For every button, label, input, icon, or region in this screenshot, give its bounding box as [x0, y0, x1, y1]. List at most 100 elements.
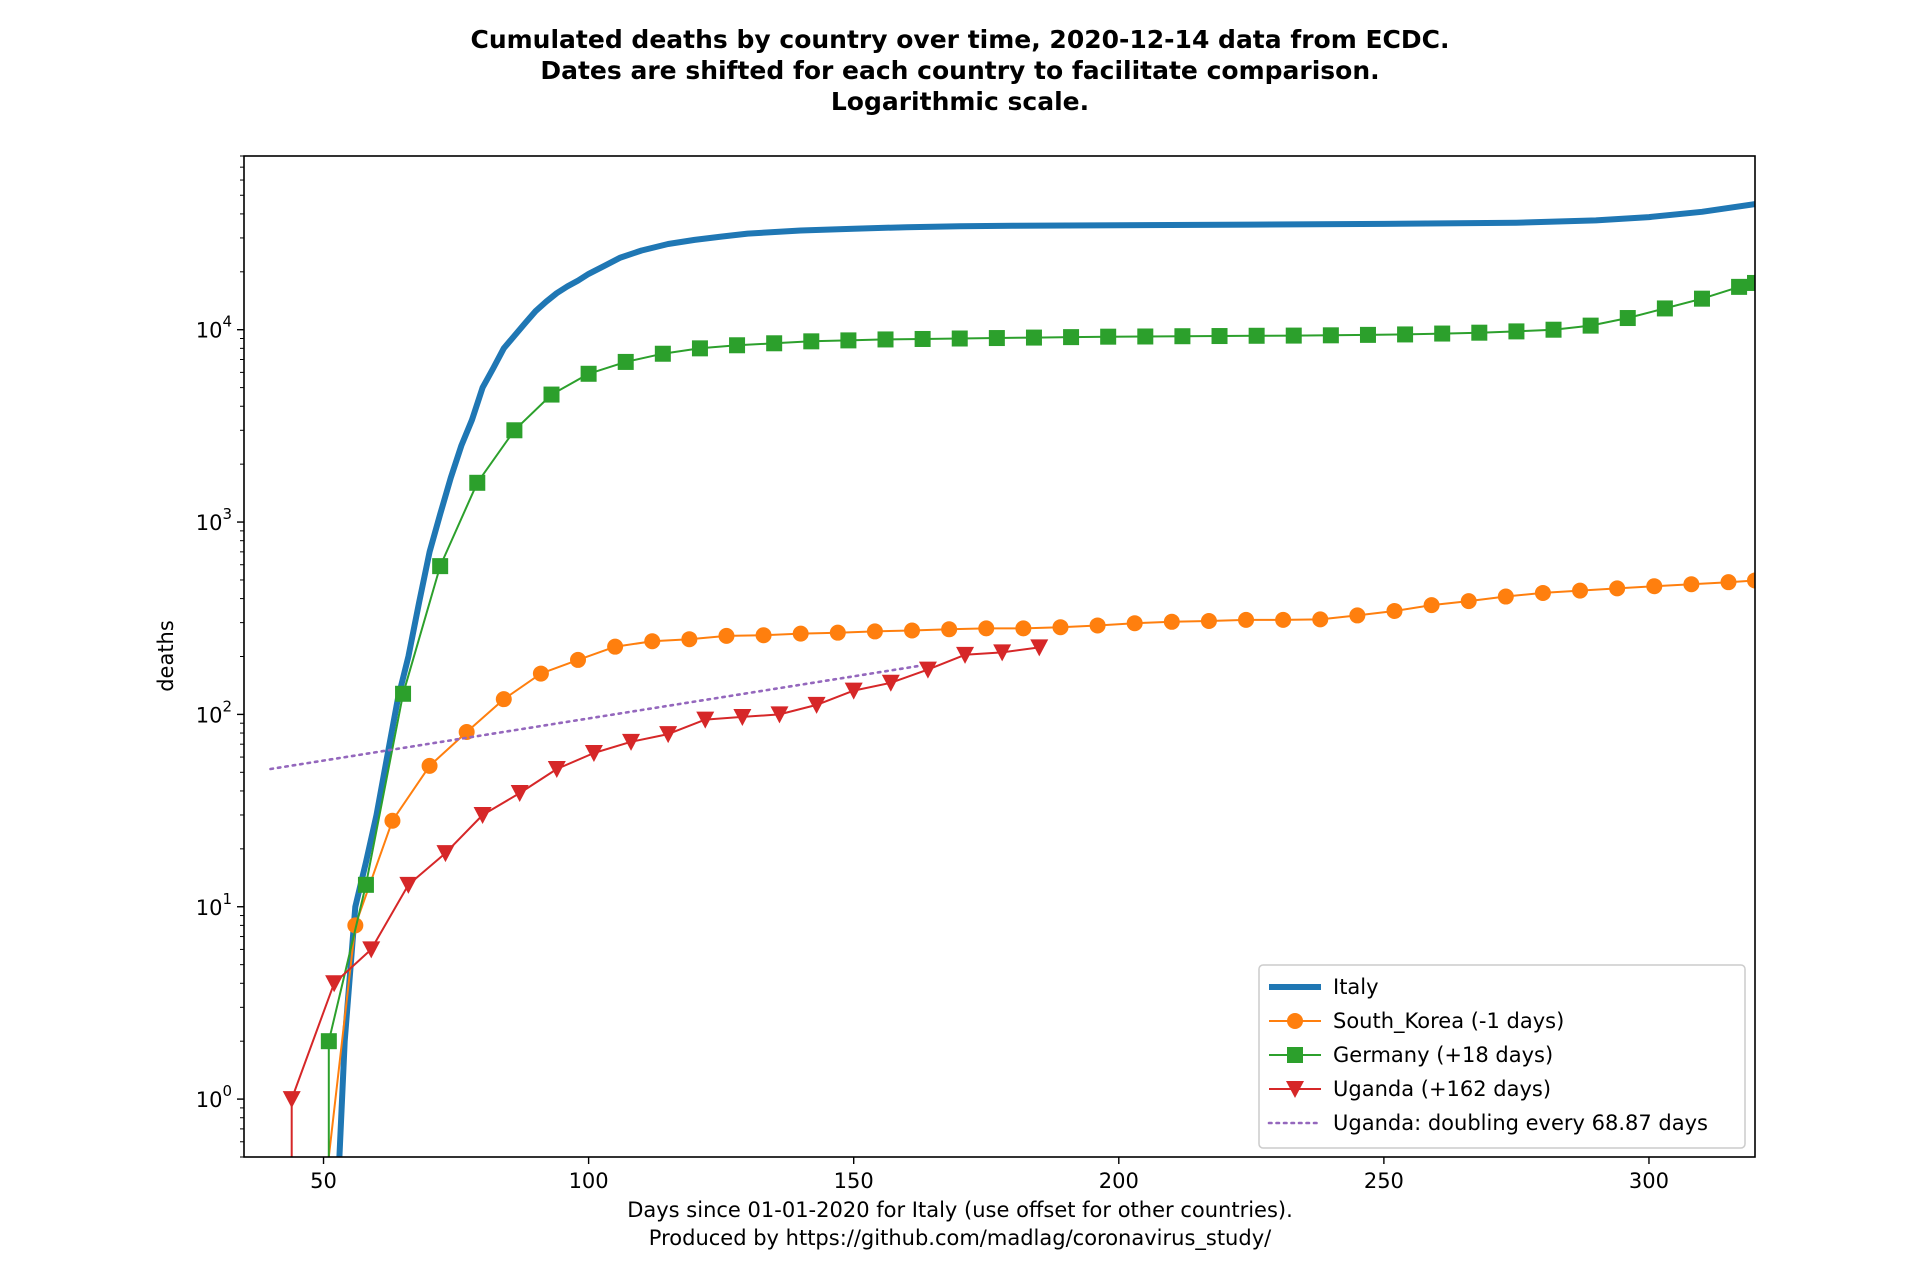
data-point-2: [951, 330, 968, 347]
data-point-3: [844, 682, 863, 700]
data-point-2: [1693, 290, 1710, 307]
data-point-2: [766, 335, 783, 352]
data-point-1: [1386, 602, 1403, 619]
legend-entry-label: Germany (+18 days): [1333, 1043, 1553, 1067]
data-point-1: [1015, 620, 1032, 637]
data-point-3: [770, 706, 789, 724]
data-point-1: [718, 627, 735, 644]
legend: Italy South_Korea (-1 days) Germany (+18 d…: [1258, 964, 1746, 1149]
y-tick-label: 100: [196, 1082, 232, 1112]
data-point-2: [580, 365, 597, 382]
x-axis-label-line-2: Produced by https://github.com/madlag/co…: [648, 1226, 1272, 1250]
data-point-2: [1508, 323, 1525, 340]
data-point-3: [733, 708, 752, 726]
data-point-1: [1720, 574, 1737, 591]
data-point-1: [1089, 617, 1106, 634]
data-point-1: [1423, 597, 1440, 614]
data-point-1: [1497, 588, 1514, 605]
x-tick-label: 150: [834, 1169, 874, 1193]
legend-box: [1258, 964, 1746, 1149]
data-point-1: [941, 621, 958, 638]
data-point-1: [495, 691, 512, 708]
data-point-2: [432, 558, 449, 575]
data-point-3: [696, 711, 715, 729]
data-point-2: [617, 353, 634, 370]
data-point-2: [729, 337, 746, 354]
data-point-1: [681, 631, 698, 648]
data-point-1: [421, 757, 438, 774]
data-point-2: [1063, 329, 1080, 346]
data-point-3: [659, 726, 678, 744]
data-point-1: [570, 651, 587, 668]
series-layer: [269, 201, 1755, 1157]
y-tick-label: 101: [196, 890, 232, 920]
legend-entry-label: Italy: [1333, 975, 1379, 999]
legend-marker-2: [1287, 1047, 1303, 1063]
data-point-2: [1248, 327, 1265, 344]
data-point-2: [691, 340, 708, 357]
x-axis-label: Days since 01-01-2020 for Italy (use off…: [0, 1196, 1920, 1252]
data-point-2: [1731, 278, 1748, 295]
data-point-2: [988, 330, 1005, 347]
data-point-1: [829, 624, 846, 641]
data-point-3: [622, 733, 641, 751]
data-point-1: [1349, 607, 1366, 624]
data-point-1: [1609, 580, 1626, 597]
legend-entry-label: Uganda (+162 days): [1333, 1077, 1551, 1101]
y-tick-label: 102: [196, 697, 232, 727]
data-point-2: [1747, 274, 1755, 291]
y-tick-label: 103: [196, 505, 232, 535]
data-point-2: [1359, 326, 1376, 343]
data-point-2: [654, 345, 671, 362]
data-point-2: [840, 332, 857, 349]
data-point-2: [1025, 329, 1042, 346]
data-point-3: [956, 646, 975, 664]
data-point-1: [1200, 612, 1217, 629]
y-tick-label: 104: [196, 313, 232, 343]
data-point-2: [506, 422, 523, 439]
data-point-1: [1126, 615, 1143, 632]
data-point-3: [473, 806, 492, 824]
data-point-1: [904, 622, 921, 639]
data-point-3: [584, 744, 603, 762]
legend-marker-3: [1286, 1081, 1304, 1098]
data-point-3: [436, 845, 455, 863]
data-point-1: [978, 620, 995, 637]
data-point-3: [282, 1091, 301, 1109]
data-point-1: [1238, 611, 1255, 628]
data-point-2: [1285, 327, 1302, 344]
data-point-1: [1683, 576, 1700, 593]
legend-marker-1: [1287, 1013, 1303, 1029]
chart-title-line-1: Cumulated deaths by country over time, 2…: [470, 25, 1450, 54]
data-point-2: [320, 1033, 337, 1050]
data-point-2: [543, 386, 560, 403]
data-point-2: [1471, 324, 1488, 341]
data-point-1: [607, 638, 624, 655]
data-point-3: [807, 696, 826, 714]
data-point-1: [1646, 578, 1663, 595]
data-point-2: [877, 331, 894, 348]
data-point-2: [395, 685, 412, 702]
data-point-2: [357, 876, 374, 893]
series-line-3: [290, 646, 1040, 1157]
chart-title: Cumulated deaths by country over time, 2…: [0, 24, 1920, 117]
data-point-3: [993, 644, 1012, 662]
data-point-1: [1460, 593, 1477, 610]
x-tick-label: 50: [310, 1169, 337, 1193]
data-point-2: [1397, 326, 1414, 343]
series-line-1: [327, 579, 1755, 1157]
x-axis-label-line-1: Days since 01-01-2020 for Italy (use off…: [627, 1198, 1293, 1222]
data-point-1: [1747, 572, 1755, 589]
y-axis-label: deaths: [154, 620, 178, 692]
data-point-2: [1434, 325, 1451, 342]
x-tick-label: 200: [1099, 1169, 1139, 1193]
data-point-3: [325, 975, 344, 993]
data-point-1: [1275, 611, 1292, 628]
data-point-2: [1211, 328, 1228, 345]
legend-entry-label: Uganda: doubling every 68.87 days: [1333, 1111, 1708, 1135]
x-tick-label: 100: [569, 1169, 609, 1193]
data-point-2: [1100, 328, 1117, 345]
data-point-3: [399, 876, 418, 894]
series-line-0: [336, 201, 1755, 1157]
